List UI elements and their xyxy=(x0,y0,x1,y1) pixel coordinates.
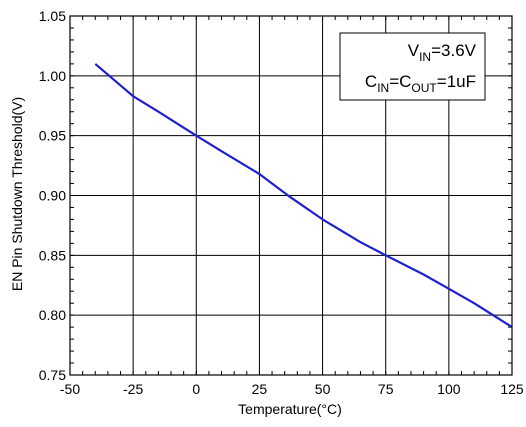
x-tick-label: 0 xyxy=(192,381,200,397)
x-tick-label: 25 xyxy=(252,381,268,397)
y-tick-label: 0.75 xyxy=(39,367,66,383)
legend-line-1: VIN=3.6V xyxy=(408,41,477,64)
legend-v-sub: IN xyxy=(419,50,431,64)
legend-v: V xyxy=(408,41,420,60)
series-line xyxy=(94,63,513,329)
x-tick-label: 125 xyxy=(500,381,524,397)
y-axis-label: EN Pin Shutdown Threshold(V) xyxy=(9,97,25,291)
series-layer xyxy=(94,63,513,329)
plot-frame xyxy=(69,15,513,376)
x-tick-label: 75 xyxy=(378,381,394,397)
y-tick-labels: 0.75 0.80 0.85 0.90 0.95 1.00 1.05 xyxy=(39,8,66,383)
legend-cout-rest: =1uF xyxy=(437,72,476,91)
x-tick-labels: -50 -25 0 25 50 75 100 125 xyxy=(60,381,524,397)
y-tick-label: 0.80 xyxy=(39,307,66,323)
y-tick-label: 1.05 xyxy=(39,8,66,24)
legend-box: VIN=3.6V CIN=COUT=1uF xyxy=(339,32,486,101)
legend-cin-sub: IN xyxy=(377,81,389,95)
y-tick-label: 0.95 xyxy=(39,128,66,144)
x-tick-label: 100 xyxy=(437,381,461,397)
legend-v-rest: =3.6V xyxy=(431,41,477,60)
x-axis-label: Temperature(°C) xyxy=(238,401,342,417)
x-tick-label: -50 xyxy=(60,381,80,397)
legend-cin: C xyxy=(365,72,377,91)
y-tick-label: 1.00 xyxy=(39,68,66,84)
legend-eq: =C xyxy=(389,72,411,91)
legend-cout-sub: OUT xyxy=(411,81,437,95)
legend-line-2: CIN=COUT=1uF xyxy=(365,72,476,95)
legend-frame xyxy=(339,32,486,101)
x-tick-label: 50 xyxy=(315,381,331,397)
x-tick-label: -25 xyxy=(123,381,143,397)
y-tick-label: 0.85 xyxy=(39,247,66,263)
y-tick-label: 0.90 xyxy=(39,188,66,204)
